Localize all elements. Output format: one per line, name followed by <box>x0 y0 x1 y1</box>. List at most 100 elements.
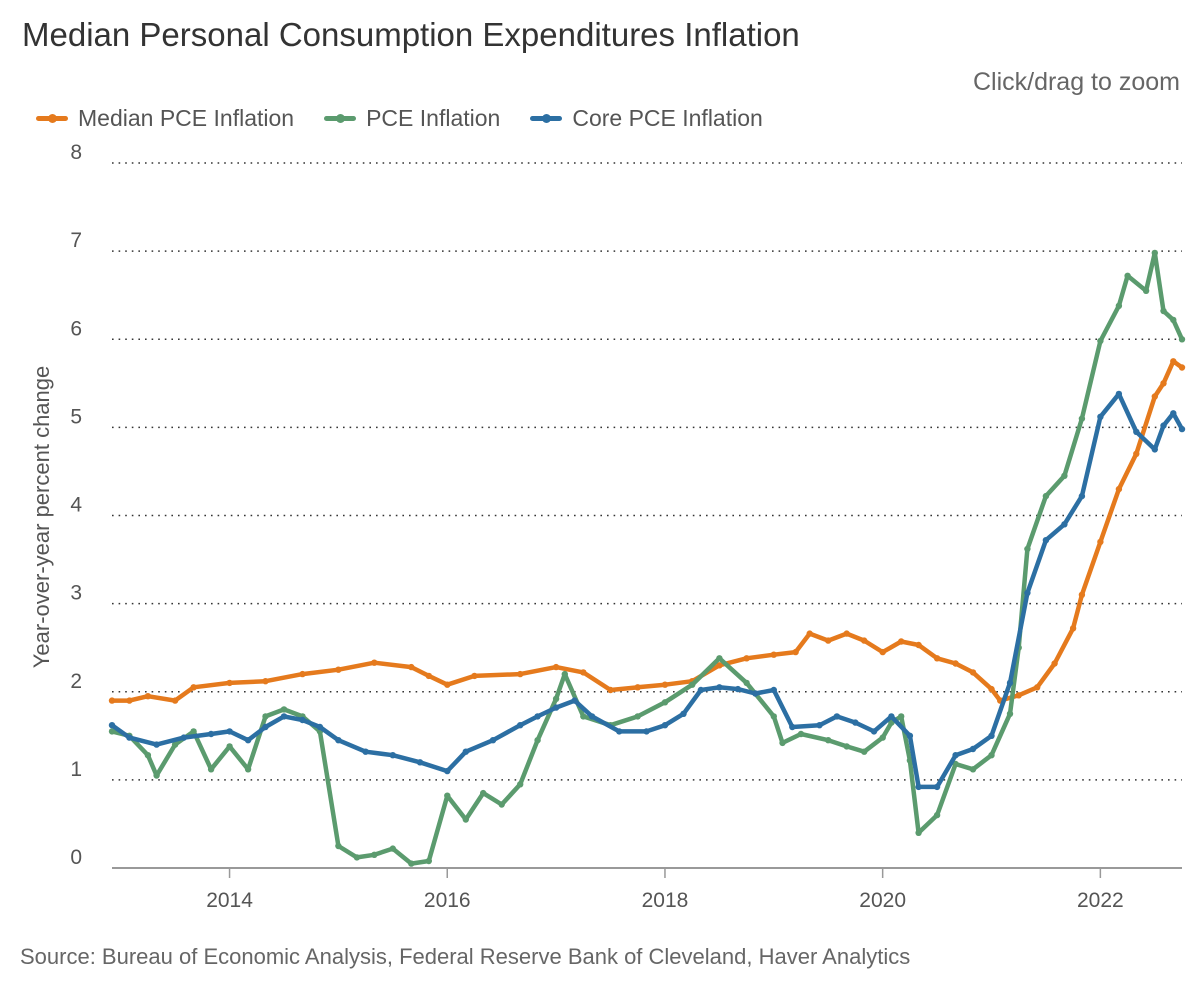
data-point[interactable] <box>1024 589 1031 597</box>
data-point[interactable] <box>335 737 342 744</box>
data-point[interactable] <box>1015 692 1022 699</box>
data-point[interactable] <box>879 734 886 741</box>
data-point[interactable] <box>552 663 560 671</box>
data-point[interactable] <box>789 723 796 731</box>
data-point[interactable] <box>1097 337 1104 345</box>
data-point[interactable] <box>335 666 342 673</box>
data-point[interactable] <box>462 748 469 755</box>
data-point[interactable] <box>371 851 378 858</box>
data-point[interactable] <box>915 641 922 649</box>
data-point[interactable] <box>1133 428 1140 435</box>
data-point[interactable] <box>1151 446 1159 453</box>
data-point[interactable] <box>226 728 233 735</box>
data-point[interactable] <box>806 630 813 637</box>
data-point[interactable] <box>1133 450 1140 457</box>
data-point[interactable] <box>1124 272 1131 279</box>
data-point[interactable] <box>988 732 995 739</box>
data-point[interactable] <box>126 734 133 741</box>
data-point[interactable] <box>1178 364 1186 371</box>
data-point[interactable] <box>262 723 269 731</box>
data-point[interactable] <box>770 713 777 720</box>
data-point[interactable] <box>389 752 396 759</box>
data-point[interactable] <box>1006 679 1014 687</box>
data-point[interactable] <box>734 685 742 693</box>
data-point[interactable] <box>752 690 759 697</box>
data-point[interactable] <box>1151 249 1159 257</box>
data-point[interactable] <box>444 767 451 775</box>
data-point[interactable] <box>1078 415 1086 422</box>
data-point[interactable] <box>1097 538 1104 546</box>
data-point[interactable] <box>1160 422 1167 429</box>
data-point[interactable] <box>952 752 959 759</box>
data-point[interactable] <box>408 860 415 867</box>
data-point[interactable] <box>933 811 941 819</box>
data-point[interactable] <box>552 695 560 702</box>
series-line[interactable] <box>109 250 1185 866</box>
data-point[interactable] <box>444 792 451 799</box>
data-point[interactable] <box>1061 472 1068 479</box>
data-point[interactable] <box>1078 492 1086 500</box>
data-point[interactable] <box>1069 625 1077 632</box>
data-point[interactable] <box>171 697 179 704</box>
data-point[interactable] <box>471 672 478 680</box>
data-point[interactable] <box>1006 710 1014 717</box>
data-point[interactable] <box>898 638 905 645</box>
data-point[interactable] <box>571 697 578 704</box>
data-point[interactable] <box>552 704 560 711</box>
data-point[interactable] <box>933 655 941 662</box>
series-0[interactable] <box>108 358 1186 704</box>
data-point[interactable] <box>1115 485 1123 493</box>
data-point[interactable] <box>792 648 799 656</box>
data-point[interactable] <box>1160 380 1167 387</box>
data-point[interactable] <box>1151 393 1159 400</box>
data-point[interactable] <box>534 737 541 744</box>
data-point[interactable] <box>498 801 505 808</box>
data-point[interactable] <box>353 854 361 861</box>
data-point[interactable] <box>153 772 160 779</box>
data-point[interactable] <box>843 743 850 750</box>
data-point[interactable] <box>816 722 823 729</box>
data-point[interactable] <box>1115 302 1123 309</box>
data-point[interactable] <box>244 766 252 773</box>
data-point[interactable] <box>969 745 977 753</box>
data-point[interactable] <box>870 728 878 735</box>
data-point[interactable] <box>416 759 424 766</box>
data-point[interactable] <box>244 737 252 744</box>
series-2[interactable] <box>108 390 1186 791</box>
data-point[interactable] <box>915 829 922 836</box>
data-point[interactable] <box>1042 492 1050 500</box>
data-point[interactable] <box>825 637 832 644</box>
data-point[interactable] <box>580 713 587 720</box>
data-point[interactable] <box>207 730 215 738</box>
data-point[interactable] <box>1178 336 1186 343</box>
data-point[interactable] <box>108 728 116 735</box>
data-point[interactable] <box>716 684 723 691</box>
data-point[interactable] <box>408 663 415 671</box>
data-point[interactable] <box>697 686 705 694</box>
data-point[interactable] <box>661 699 669 706</box>
data-point[interactable] <box>517 722 524 729</box>
data-point[interactable] <box>299 716 306 724</box>
data-point[interactable] <box>1078 591 1086 598</box>
data-point[interactable] <box>888 713 895 720</box>
data-point[interactable] <box>580 669 587 676</box>
data-point[interactable] <box>371 659 378 666</box>
data-point[interactable] <box>153 741 160 748</box>
series-1[interactable] <box>108 249 1186 867</box>
data-point[interactable] <box>770 686 777 694</box>
data-point[interactable] <box>915 783 922 791</box>
data-point[interactable] <box>607 686 614 694</box>
data-point[interactable] <box>661 722 669 729</box>
data-point[interactable] <box>634 684 641 691</box>
data-point[interactable] <box>898 713 905 720</box>
data-point[interactable] <box>207 766 215 773</box>
data-point[interactable] <box>680 710 687 717</box>
data-point[interactable] <box>226 679 233 687</box>
data-point[interactable] <box>1051 660 1058 667</box>
data-point[interactable] <box>108 722 116 729</box>
data-point[interactable] <box>171 741 179 748</box>
data-point[interactable] <box>316 723 324 731</box>
data-point[interactable] <box>190 684 197 691</box>
data-point[interactable] <box>1170 358 1177 365</box>
